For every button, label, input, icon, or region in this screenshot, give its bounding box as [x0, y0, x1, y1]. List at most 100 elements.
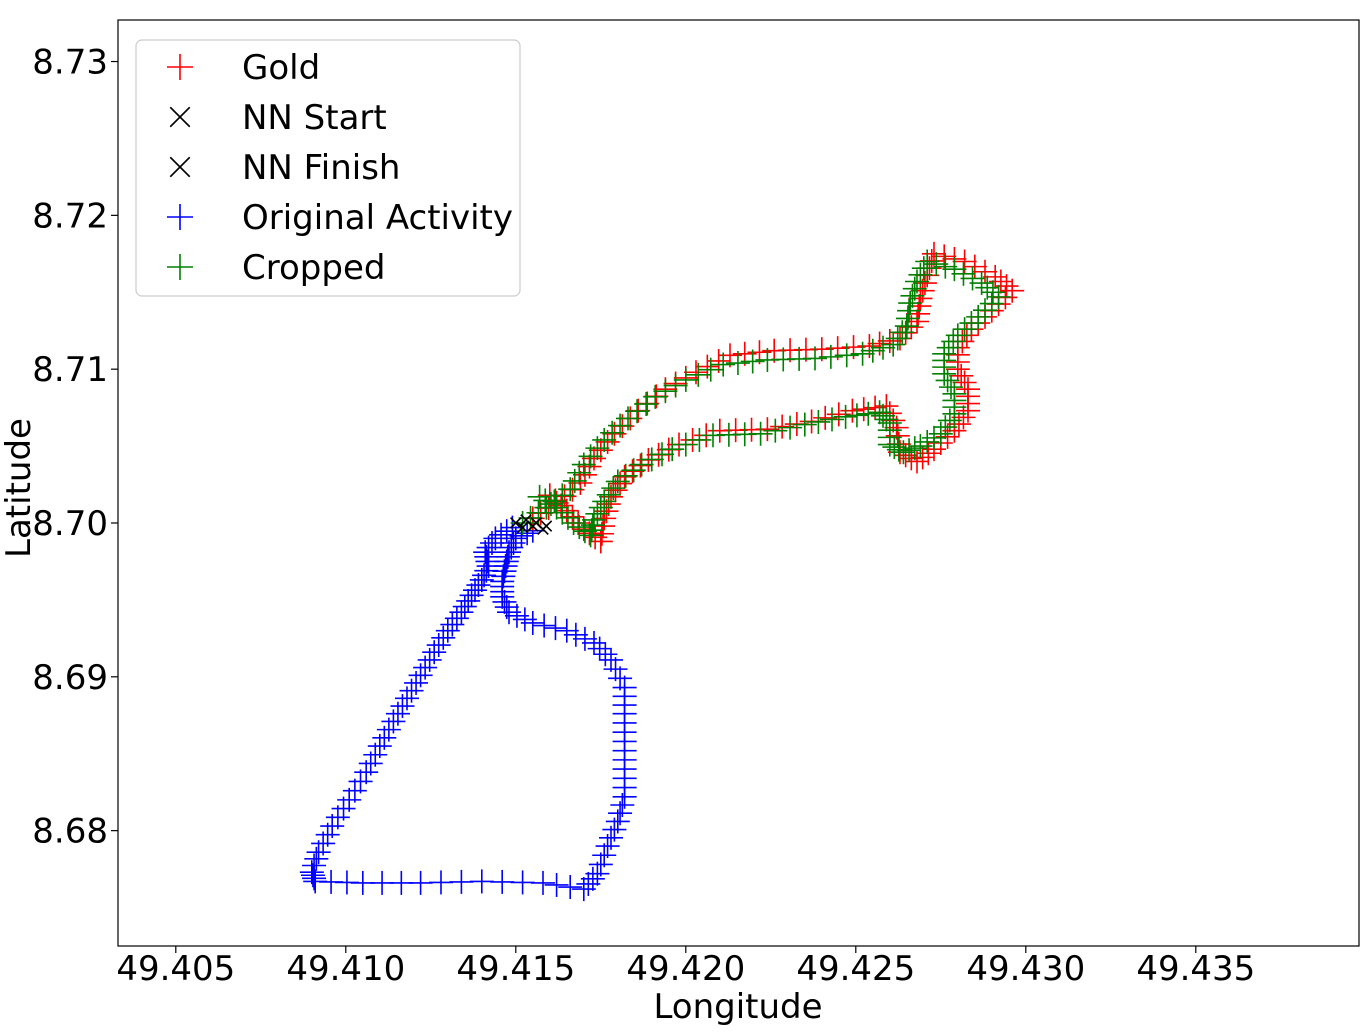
original-activity-point	[480, 530, 504, 555]
legend-label-cropped: Cropped	[242, 248, 385, 288]
cropped-point	[763, 418, 788, 443]
cropped-point	[908, 262, 933, 287]
original-activity-point	[348, 769, 373, 794]
cropped-point	[650, 442, 674, 467]
original-activity-point	[582, 630, 606, 655]
cropped-point	[639, 447, 664, 472]
cropped-point	[601, 476, 626, 501]
gold-point	[813, 405, 838, 430]
plot-frame	[117, 19, 1360, 947]
original-activity-point	[531, 870, 555, 895]
original-activity-point	[544, 872, 569, 897]
cropped-point	[555, 505, 580, 530]
original-activity-point	[342, 778, 367, 803]
cropped-point	[891, 440, 916, 465]
cropped-point	[660, 437, 685, 462]
x-tick-label: 49.415	[456, 949, 575, 989]
x-tick-label: 49.435	[1136, 949, 1255, 989]
cropped-point	[867, 400, 892, 425]
nn-finish-point	[516, 521, 529, 534]
series-nn-finish	[516, 520, 549, 535]
original-activity-point	[490, 869, 515, 894]
cropped-point	[898, 291, 923, 316]
gold-point	[946, 412, 971, 437]
original-activity-point	[306, 840, 331, 865]
cropped-point	[908, 434, 933, 459]
original-activity-point	[580, 866, 605, 891]
original-activity-point	[459, 583, 484, 608]
cropped-point	[673, 432, 698, 457]
cropped-point	[663, 373, 688, 398]
cropped-point	[939, 375, 963, 400]
cropped-point	[952, 317, 977, 342]
original-activity-point	[497, 600, 521, 625]
cropped-point	[634, 392, 659, 417]
gold-point	[962, 254, 987, 279]
original-activity-point	[299, 860, 324, 885]
original-activity-point	[463, 578, 487, 603]
original-activity-point	[499, 535, 524, 560]
x-tick-label: 49.430	[966, 949, 1085, 989]
original-activity-point	[490, 569, 515, 594]
series-cropped	[510, 249, 1011, 548]
legend-marker-original-activity	[167, 204, 193, 230]
original-activity-point	[492, 559, 517, 584]
series-original-activity	[299, 515, 637, 902]
cropped-point	[885, 326, 910, 351]
y-tick-label: 8.70	[32, 504, 108, 544]
y-axis-label: Latitude	[0, 418, 39, 558]
cropped-point	[890, 320, 915, 345]
cropped-point	[605, 469, 630, 494]
cropped-point	[538, 492, 563, 517]
cropped-point	[975, 275, 1000, 300]
cropped-point	[585, 501, 610, 526]
gold-point	[707, 418, 732, 443]
original-activity-point	[612, 675, 637, 700]
original-activity-point	[497, 540, 521, 565]
cropped-point	[687, 427, 712, 452]
cropped-point	[935, 368, 960, 393]
gold-point	[867, 331, 892, 356]
original-activity-point	[456, 588, 481, 613]
nn-finish-point	[526, 520, 539, 532]
gold-point	[560, 504, 585, 529]
cropped-point	[698, 357, 723, 382]
y-tick-label: 8.68	[32, 812, 108, 852]
legend: Gold NN Start NN Finish Original Activity Cr…	[135, 39, 521, 297]
cropped-point	[818, 344, 843, 369]
original-activity-point	[469, 567, 494, 592]
original-activity-point	[608, 666, 633, 691]
legend-label-nn-finish: NN Finish	[242, 148, 400, 188]
original-activity-point	[429, 870, 453, 895]
cropped-point	[877, 411, 902, 436]
x-tick-label: 49.420	[626, 949, 745, 989]
cropped-point	[527, 484, 552, 509]
original-activity-point	[572, 626, 597, 651]
cropped-point	[588, 495, 613, 520]
cropped-point	[643, 384, 668, 409]
cropped-point	[871, 335, 895, 360]
cropped-point	[942, 401, 967, 426]
cropped-point	[579, 518, 604, 543]
original-activity-point	[469, 869, 494, 894]
cropped-point	[937, 408, 962, 433]
cropped-point	[886, 437, 911, 462]
cropped-point	[701, 423, 725, 448]
cropped-point	[567, 515, 592, 540]
cropped-point	[915, 429, 940, 454]
cropped-point	[933, 254, 958, 279]
cropped-point	[686, 362, 711, 387]
cropped-point	[933, 415, 958, 440]
cropped-point	[625, 399, 650, 424]
cropped-point	[932, 361, 957, 386]
original-activity-point	[483, 526, 508, 551]
cropped-point	[911, 256, 936, 281]
cropped-point	[902, 436, 927, 461]
gold-point	[952, 370, 977, 395]
cropped-point	[616, 406, 640, 431]
original-activity-point	[510, 870, 535, 895]
ticks-layer: 49.405 49.410 49.415 49.420 49.425 49.430 49.4…	[32, 43, 1255, 989]
cropped-point	[725, 351, 750, 376]
